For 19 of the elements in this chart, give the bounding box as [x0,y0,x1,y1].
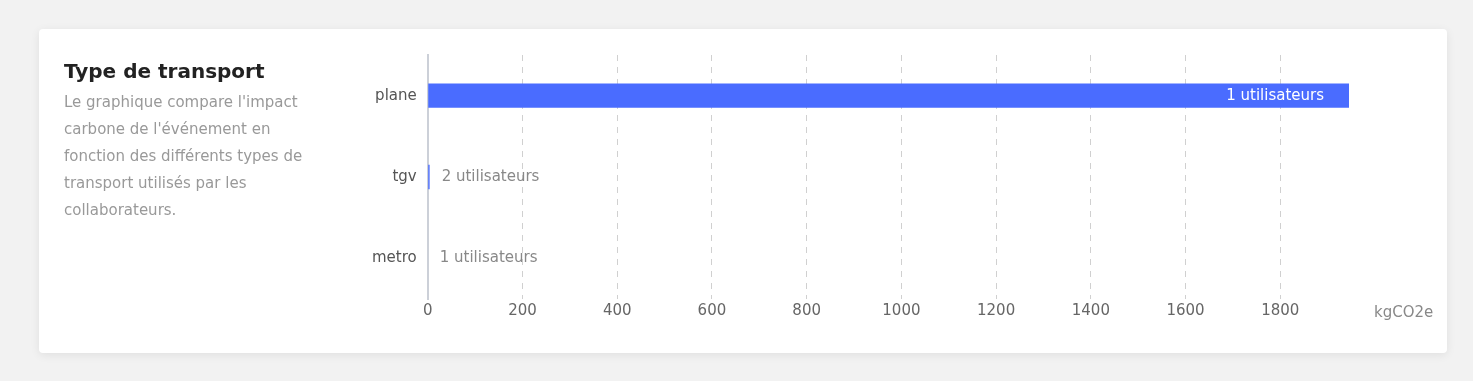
annotation: 1 utilisateurs [1226,85,1325,104]
x-tick-label: 200 [508,300,537,319]
x-tick-label: 600 [697,300,727,319]
text: Type de transport [64,59,266,83]
x-axis-title: kgCO2e [1374,302,1434,321]
x-tick-label: 1000 [882,300,921,319]
annotation: 2 utilisateurs [441,166,540,185]
x-tick-label: 0 [422,300,433,319]
x-tick-label: 1400 [1071,300,1110,319]
text: Le graphique compare l'impact carbone de l'événement en fonction des différents types de transport utilisés par les collaborateurs. [64,92,304,221]
x-tick-label: 1600 [1166,300,1205,319]
x-tick-label: 1800 [1261,300,1300,319]
x-tick-label: 400 [602,300,632,319]
x-tick-label: 800 [792,300,821,319]
y-tick-label: plane [375,85,417,104]
y-tick-label: tgv [392,166,417,185]
x-tick-label: 1200 [977,300,1016,319]
y-tick-label: metro [371,248,417,267]
annotation: 1 utilisateurs [439,248,538,267]
